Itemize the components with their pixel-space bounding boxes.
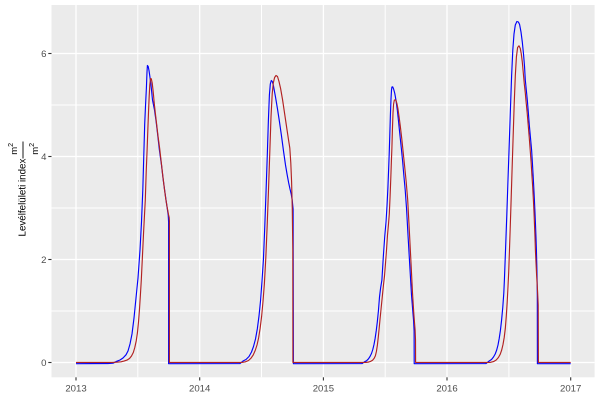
svg-text:4: 4 <box>41 152 47 163</box>
svg-text:m2: m2 <box>6 143 20 155</box>
svg-text:2014: 2014 <box>189 383 211 394</box>
svg-text:2: 2 <box>41 255 46 266</box>
svg-text:2013: 2013 <box>65 383 86 394</box>
svg-text:m2: m2 <box>27 143 41 155</box>
svg-text:2015: 2015 <box>313 383 334 394</box>
svg-text:2017: 2017 <box>560 383 581 394</box>
svg-text:Levélfelületi index: Levélfelületi index <box>18 159 29 237</box>
svg-text:2016: 2016 <box>436 383 457 394</box>
svg-text:6: 6 <box>41 49 46 60</box>
svg-text:0: 0 <box>41 358 46 369</box>
